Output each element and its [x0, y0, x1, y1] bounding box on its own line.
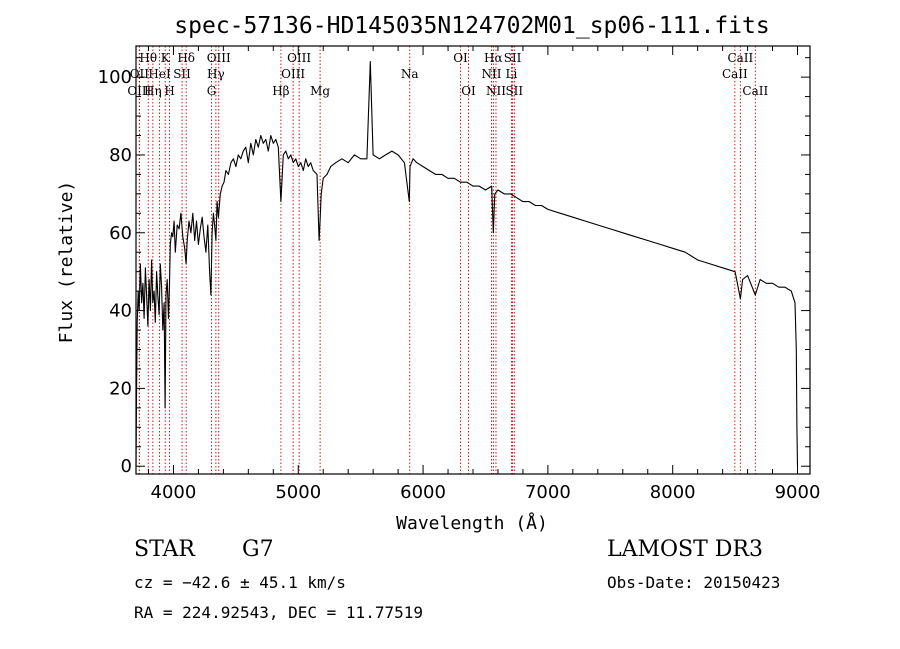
plot-frame	[135, 45, 811, 475]
y-tick-label: 80	[109, 145, 132, 166]
spectral-line-label: G	[207, 84, 217, 98]
spectral-line-label: HeI	[148, 67, 171, 81]
spectral-line-label: Hγ	[207, 67, 225, 81]
spectral-subclass: G7	[242, 537, 274, 562]
x-tick-label: 7000	[525, 482, 571, 503]
spectral-line-label: Hδ	[177, 51, 195, 65]
spectral-line-label: Na	[401, 67, 419, 81]
spectral-line-label: H	[164, 84, 174, 98]
y-tick-label: 100	[98, 67, 132, 88]
observation-date: Obs-Date: 20150423	[607, 573, 781, 592]
spectral-line-labels: Hθ OII OIII K HeI Hη SII H Hδ OIII Hγ G Hβ OIII OIII Mg…	[127, 51, 768, 98]
spectral-line-label: CaII	[727, 51, 753, 65]
spectral-line-label: Hθ	[139, 51, 157, 65]
spectral-line-label: Hβ	[272, 84, 289, 98]
spectral-line-label: OI	[453, 51, 468, 65]
spectral-line-label: OIII	[127, 84, 151, 98]
y-tick-label: 60	[109, 223, 132, 244]
spectral-line-label: OIII	[287, 51, 311, 65]
spectral-line-label: Li	[506, 67, 518, 81]
spectral-line-label: K	[161, 51, 171, 65]
x-tick-label: 5000	[275, 482, 321, 503]
spectral-line-label: CaII	[742, 84, 768, 98]
x-tick-label: 8000	[650, 482, 696, 503]
x-tick-label: 9000	[775, 482, 821, 503]
x-tick-label: 4000	[151, 482, 197, 503]
x-axis-title: Wavelength (Å)	[396, 512, 548, 534]
axis-ticks: 4000 5000 6000 7000 8000 9000 0 20 40 60 80 100	[98, 46, 821, 503]
survey-name: LAMOST DR3	[607, 537, 763, 562]
spectral-line-markers	[138, 46, 756, 474]
spectral-line-label: OIII	[281, 67, 305, 81]
spectral-line-label: OI	[461, 84, 476, 98]
x-tick-label: 6000	[400, 482, 446, 503]
spectral-line-label: NII	[481, 67, 501, 81]
spectral-line-label: SII	[504, 51, 522, 65]
spectral-line-label: NII	[486, 84, 506, 98]
flux-series-line	[135, 61, 799, 467]
spectral-line-label: Mg	[310, 84, 330, 98]
sky-coordinates: RA = 224.92543, DEC = 11.77519	[134, 603, 423, 622]
spectral-line-label: CaII	[722, 67, 748, 81]
y-tick-label: 20	[109, 378, 132, 399]
radial-velocity: cz = −42.6 ± 45.1 km/s	[134, 573, 346, 592]
spectral-line-label: OIII	[207, 51, 231, 65]
spectral-line-label: Hα	[484, 51, 503, 65]
spectral-line-label: SII	[505, 84, 523, 98]
spectral-line-label: Hη	[144, 84, 162, 98]
object-class: STAR	[134, 537, 195, 562]
y-tick-label: 40	[109, 301, 132, 322]
spectral-line-label: OII	[130, 67, 150, 81]
y-tick-label: 0	[121, 456, 132, 477]
y-axis-title: Flux (relative)	[56, 181, 77, 344]
spectral-line-label: SII	[173, 67, 191, 81]
chart-title: spec-57136-HD145035N124702M01_sp06-111.f…	[174, 13, 769, 39]
